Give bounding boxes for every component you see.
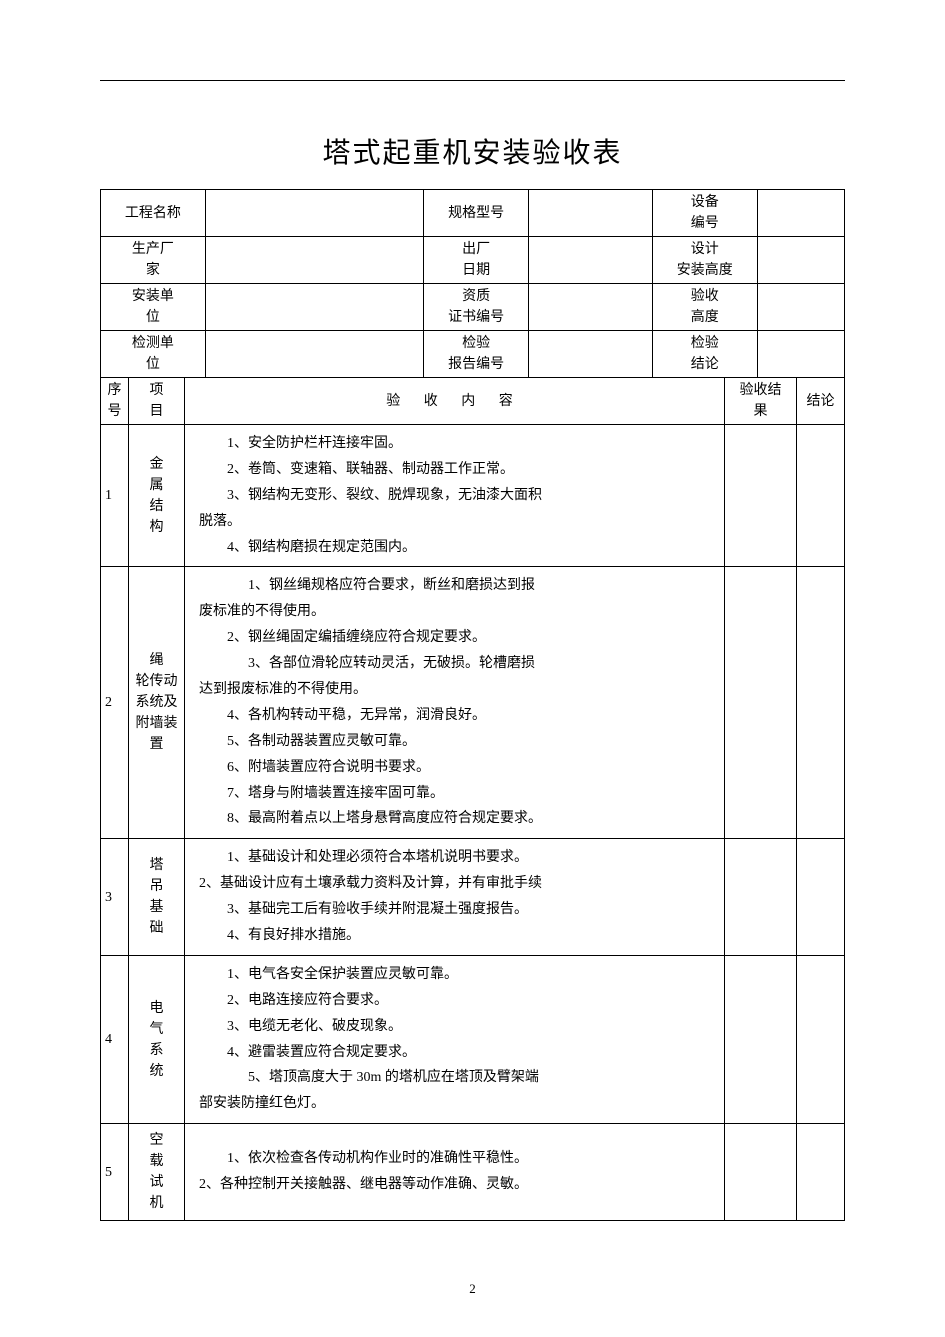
result-cell (725, 1124, 797, 1221)
label-date: 出厂日期 (424, 237, 529, 284)
label-inspector: 检测单位 (101, 331, 206, 378)
conclusion-cell (797, 955, 845, 1123)
header-rule (100, 80, 845, 81)
label-deviceno: 设备编号 (652, 190, 757, 237)
content-line: 4、有良好排水措施。 (199, 923, 714, 949)
item-cell: 塔吊基础 (129, 839, 185, 956)
content-line: 2、钢丝绳固定编插缠绕应符合规定要求。 (199, 625, 714, 651)
page-number: 2 (0, 1281, 945, 1297)
val-date (529, 237, 653, 284)
conclusion-cell (797, 567, 845, 839)
val-mfr (205, 237, 423, 284)
info-row-3: 安装单位 资质证书编号 验收高度 (101, 284, 845, 331)
content-line: 部安装防撞红色灯。 (199, 1091, 714, 1117)
content-line: 6、附墙装置应符合说明书要求。 (199, 755, 714, 781)
info-table: 工程名称 规格型号 设备编号 生产厂家 出厂日期 设计安装高度 安装单位 资质证… (100, 189, 845, 378)
hdr-seq: 序号 (101, 378, 129, 425)
content-line: 7、塔身与附墙装置连接牢固可靠。 (199, 781, 714, 807)
label-project: 工程名称 (101, 190, 206, 237)
content-cell: 1、基础设计和处理必须符合本塔机说明书要求。2、基础设计应有土壤承载力资料及计算… (185, 839, 725, 956)
content-line: 3、各部位滑轮应转动灵活，无破损。轮槽磨损 (199, 651, 714, 677)
seq-cell: 1 (101, 425, 129, 567)
hdr-result: 验收结果 (725, 378, 797, 425)
val-accept-height (757, 284, 844, 331)
content-line: 1、安全防护栏杆连接牢固。 (199, 431, 714, 457)
item-cell: 电气系统 (129, 955, 185, 1123)
table-header-row: 序号 项目 验 收 内 容 验收结果 结论 (101, 378, 845, 425)
table-row: 2绳轮传动系统及附墙装置1、钢丝绳规格应符合要求，断丝和磨损达到报废标准的不得使… (101, 567, 845, 839)
seq-cell: 2 (101, 567, 129, 839)
val-design-height (757, 237, 844, 284)
content-line: 1、基础设计和处理必须符合本塔机说明书要求。 (199, 845, 714, 871)
conclusion-cell (797, 425, 845, 567)
info-row-2: 生产厂家 出厂日期 设计安装高度 (101, 237, 845, 284)
val-inspector (205, 331, 423, 378)
content-cell: 1、安全防护栏杆连接牢固。2、卷筒、变速箱、联轴器、制动器工作正常。3、钢结构无… (185, 425, 725, 567)
content-line: 达到报废标准的不得使用。 (199, 677, 714, 703)
content-line: 2、卷筒、变速箱、联轴器、制动器工作正常。 (199, 457, 714, 483)
result-cell (725, 425, 797, 567)
info-row-4: 检测单位 检验报告编号 检验结论 (101, 331, 845, 378)
table-row: 5空载试机1、依次检查各传动机构作业时的准确性平稳性。2、各种控制开关接触器、继… (101, 1124, 845, 1221)
table-row: 1金属结构1、安全防护栏杆连接牢固。2、卷筒、变速箱、联轴器、制动器工作正常。3… (101, 425, 845, 567)
acceptance-table: 序号 项目 验 收 内 容 验收结果 结论 1金属结构1、安全防护栏杆连接牢固。… (100, 378, 845, 1221)
content-line: 4、钢结构磨损在规定范围内。 (199, 535, 714, 561)
content-cell: 1、电气各安全保护装置应灵敏可靠。2、电路连接应符合要求。3、电缆无老化、破皮现… (185, 955, 725, 1123)
seq-cell: 4 (101, 955, 129, 1123)
content-line: 1、电气各安全保护装置应灵敏可靠。 (199, 962, 714, 988)
content-line: 废标准的不得使用。 (199, 599, 714, 625)
label-inspect-result: 检验结论 (652, 331, 757, 378)
val-installer (205, 284, 423, 331)
conclusion-cell (797, 839, 845, 956)
content-line: 2、电路连接应符合要求。 (199, 988, 714, 1014)
val-certno (529, 284, 653, 331)
label-accept-height: 验收高度 (652, 284, 757, 331)
content-cell: 1、钢丝绳规格应符合要求，断丝和磨损达到报废标准的不得使用。2、钢丝绳固定编插缠… (185, 567, 725, 839)
hdr-content: 验 收 内 容 (185, 378, 725, 425)
info-row-1: 工程名称 规格型号 设备编号 (101, 190, 845, 237)
result-cell (725, 955, 797, 1123)
table-row: 3塔吊基础1、基础设计和处理必须符合本塔机说明书要求。2、基础设计应有土壤承载力… (101, 839, 845, 956)
label-reportno: 检验报告编号 (424, 331, 529, 378)
item-cell: 空载试机 (129, 1124, 185, 1221)
content-line: 3、基础完工后有验收手续并附混凝土强度报告。 (199, 897, 714, 923)
val-reportno (529, 331, 653, 378)
label-design-height: 设计安装高度 (652, 237, 757, 284)
seq-cell: 3 (101, 839, 129, 956)
content-line: 脱落。 (199, 509, 714, 535)
content-line: 2、各种控制开关接触器、继电器等动作准确、灵敏。 (199, 1172, 714, 1198)
content-cell: 1、依次检查各传动机构作业时的准确性平稳性。2、各种控制开关接触器、继电器等动作… (185, 1124, 725, 1221)
val-inspect-result (757, 331, 844, 378)
label-certno: 资质证书编号 (424, 284, 529, 331)
content-line: 3、钢结构无变形、裂纹、脱焊现象，无油漆大面积 (199, 483, 714, 509)
content-line: 5、塔顶高度大于 30m 的塔机应在塔顶及臂架端 (199, 1065, 714, 1091)
result-cell (725, 567, 797, 839)
hdr-item: 项目 (129, 378, 185, 425)
val-deviceno (757, 190, 844, 237)
content-line: 1、钢丝绳规格应符合要求，断丝和磨损达到报 (199, 573, 714, 599)
table-row: 4电气系统1、电气各安全保护装置应灵敏可靠。2、电路连接应符合要求。3、电缆无老… (101, 955, 845, 1123)
content-line: 5、各制动器装置应灵敏可靠。 (199, 729, 714, 755)
page: 塔式起重机安装验收表 工程名称 规格型号 设备编号 生产厂家 出厂日期 设计安装… (0, 0, 945, 1337)
val-project (205, 190, 423, 237)
seq-cell: 5 (101, 1124, 129, 1221)
label-mfr: 生产厂家 (101, 237, 206, 284)
result-cell (725, 839, 797, 956)
label-installer: 安装单位 (101, 284, 206, 331)
page-title: 塔式起重机安装验收表 (100, 131, 845, 171)
item-cell: 绳轮传动系统及附墙装置 (129, 567, 185, 839)
content-line: 3、电缆无老化、破皮现象。 (199, 1014, 714, 1040)
val-model (529, 190, 653, 237)
conclusion-cell (797, 1124, 845, 1221)
hdr-conclusion: 结论 (797, 378, 845, 425)
content-line: 8、最高附着点以上塔身悬臂高度应符合规定要求。 (199, 806, 714, 832)
content-line: 1、依次检查各传动机构作业时的准确性平稳性。 (199, 1146, 714, 1172)
content-line: 4、避雷装置应符合规定要求。 (199, 1040, 714, 1066)
label-model: 规格型号 (424, 190, 529, 237)
item-cell: 金属结构 (129, 425, 185, 567)
content-line: 2、基础设计应有土壤承载力资料及计算，并有审批手续 (199, 871, 714, 897)
content-line: 4、各机构转动平稳，无异常，润滑良好。 (199, 703, 714, 729)
